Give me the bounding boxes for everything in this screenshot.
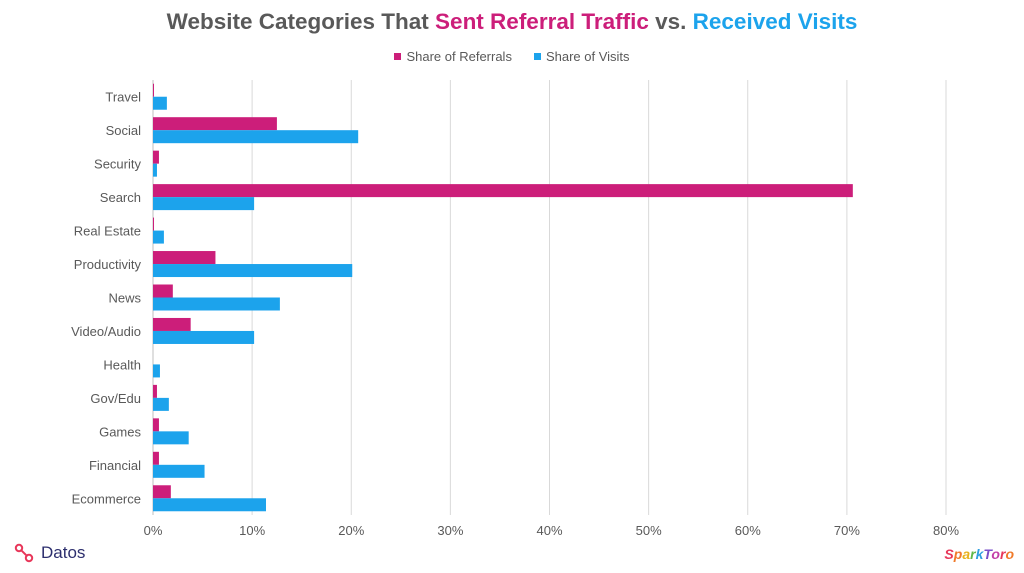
- bar-referrals: [153, 251, 216, 265]
- bar-referrals: [153, 83, 154, 97]
- bar-visits: [153, 197, 255, 211]
- chart-legend: Share of Referrals Share of Visits: [0, 49, 1024, 64]
- sparktoro-logo-letter: p: [953, 546, 963, 562]
- x-tick-label: 60%: [735, 523, 761, 538]
- legend-item-referrals: Share of Referrals: [394, 49, 512, 64]
- x-tick-label: 70%: [834, 523, 860, 538]
- bar-visits: [153, 431, 189, 445]
- category-label: Financial: [89, 458, 141, 473]
- legend-item-visits: Share of Visits: [533, 49, 630, 64]
- x-tick-label: 0%: [144, 523, 163, 538]
- bar-visits: [153, 364, 160, 378]
- sparktoro-logo-letter: S: [944, 546, 954, 562]
- legend-swatch-visits: [533, 53, 541, 60]
- bar-referrals: [153, 117, 277, 131]
- sparktoro-logo-letter: T: [983, 546, 992, 562]
- bar-visits: [153, 397, 169, 411]
- bar-referrals: [153, 485, 171, 499]
- category-label: News: [108, 291, 141, 306]
- bar-referrals: [153, 284, 173, 298]
- x-tick-label: 50%: [636, 523, 662, 538]
- bar-visits: [153, 498, 267, 512]
- category-label: Ecommerce: [72, 491, 141, 506]
- category-label: Games: [99, 424, 141, 439]
- title-part-visits: Received Visits: [692, 9, 858, 34]
- category-label: Search: [100, 190, 141, 205]
- x-tick-label: 10%: [239, 523, 265, 538]
- category-label: Gov/Edu: [90, 391, 141, 406]
- sparktoro-logo-letter: r: [999, 546, 1006, 562]
- sparktoro-logo: SparkToro: [944, 546, 1014, 562]
- bar-referrals: [153, 451, 159, 465]
- bar-visits: [153, 264, 353, 278]
- bar-visits: [153, 96, 167, 110]
- legend-swatch-referrals: [394, 53, 402, 60]
- category-label: Health: [103, 357, 141, 372]
- x-tick-label: 80%: [933, 523, 959, 538]
- legend-label-visits: Share of Visits: [545, 49, 630, 64]
- bar-visits: [153, 130, 359, 144]
- bar-visits: [153, 330, 255, 344]
- bar-visits: [153, 464, 205, 478]
- category-label: Travel: [105, 90, 141, 105]
- datos-logo-text: Datos: [41, 543, 86, 562]
- bar-visits: [153, 163, 157, 177]
- x-tick-label: 30%: [437, 523, 463, 538]
- bar-referrals: [153, 184, 853, 198]
- x-tick-label: 40%: [536, 523, 562, 538]
- datos-logo-icon: [14, 543, 34, 563]
- legend-label-referrals: Share of Referrals: [406, 49, 512, 64]
- title-part: vs.: [648, 9, 693, 34]
- category-label: Real Estate: [74, 224, 141, 239]
- sparktoro-logo-letter: a: [962, 546, 971, 562]
- bar-referrals: [153, 418, 159, 432]
- category-label: Security: [94, 157, 141, 172]
- datos-logo: Datos: [14, 543, 85, 563]
- category-label: Video/Audio: [71, 324, 141, 339]
- title-part: Website Categories That: [166, 9, 436, 34]
- chart-title: Website Categories That Sent Referral Tr…: [0, 9, 1024, 35]
- category-label: Productivity: [74, 257, 142, 272]
- bar-referrals: [153, 150, 159, 164]
- bar-referrals: [153, 317, 191, 331]
- sparktoro-logo-letter: o: [1005, 546, 1014, 562]
- sparktoro-logo-letter: r: [970, 546, 976, 562]
- bar-visits: [153, 297, 280, 311]
- category-label: Social: [106, 123, 142, 138]
- sparktoro-logo-letter: o: [991, 546, 1000, 562]
- bar-referrals: [153, 217, 154, 231]
- bar-referrals: [153, 384, 157, 398]
- bar-visits: [153, 230, 164, 244]
- title-part-referral: Sent Referral Traffic: [435, 9, 649, 34]
- x-tick-label: 20%: [338, 523, 364, 538]
- sparktoro-logo-letter: k: [975, 546, 984, 562]
